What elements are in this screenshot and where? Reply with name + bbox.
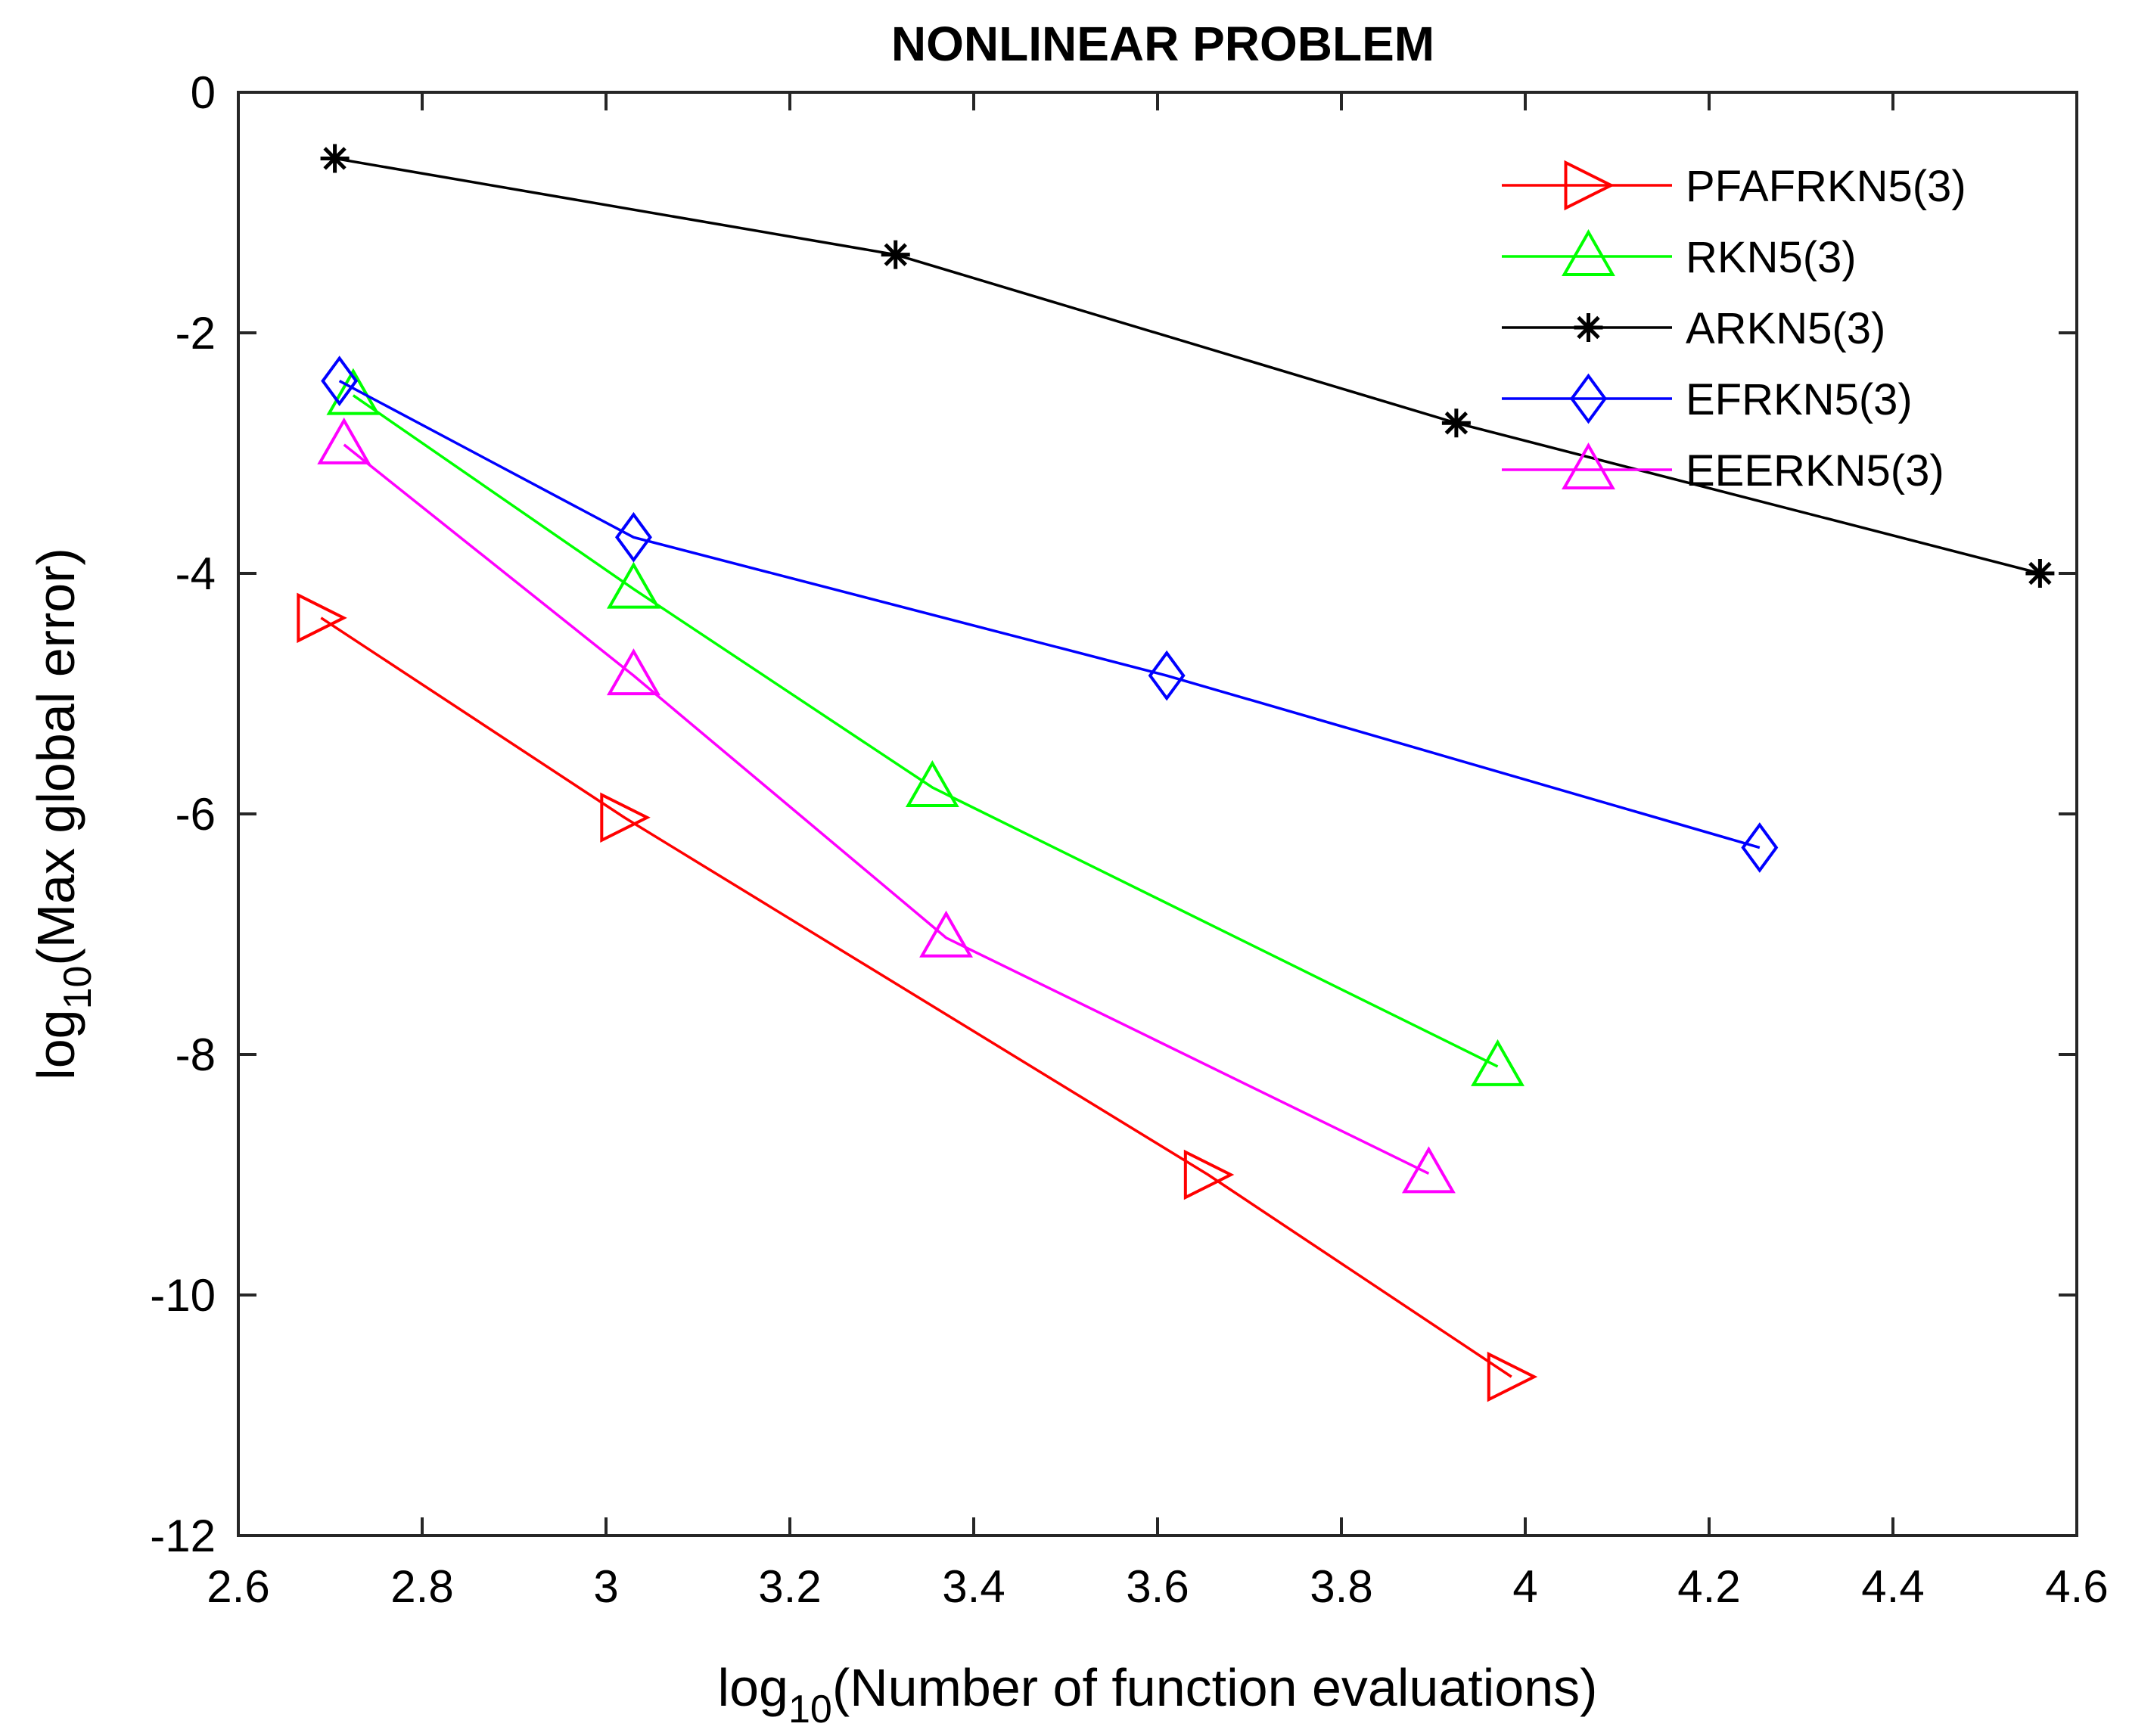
legend-label: EFRKN5(3) [1686, 375, 1913, 424]
legend-label: ARKN5(3) [1686, 304, 1885, 353]
y-axis: 0 -2 -4 -6 -8 -10 -12 [150, 67, 2077, 1561]
y-tick-label: -2 [176, 308, 216, 359]
asterisk-stroke [1577, 315, 1600, 340]
legend-marker [1562, 442, 1615, 489]
series-layer [297, 144, 2055, 1402]
asterisk-stroke [884, 243, 907, 266]
x-axis-label-subscript: 10 [788, 1688, 832, 1731]
legend-item: EFRKN5(3) [1502, 373, 1913, 424]
legend: PFAFRKN5(3) RKN5(3) ARKN5(3) EFRKN5(3) EEERK… [1502, 160, 1966, 495]
data-point [607, 648, 660, 696]
data-point [919, 910, 973, 958]
series-EEERKN5(3) [317, 417, 1456, 1194]
data-point [881, 240, 910, 269]
legend-marker [1570, 373, 1607, 424]
data-point [600, 792, 651, 843]
data-point [326, 368, 381, 415]
data-point [1471, 1039, 1524, 1086]
x-tick-label: 4.6 [2045, 1561, 2108, 1612]
series-line [320, 616, 1512, 1378]
series-line [343, 443, 1430, 1175]
data-point [1183, 1149, 1235, 1200]
chart-title: NONLINEAR PROBLEM [891, 17, 1434, 71]
x-axis-label: log10(Number of function evaluations) [718, 1658, 1598, 1731]
x-tick-label: 3 [593, 1561, 618, 1612]
data-point [1401, 1146, 1456, 1194]
asterisk-stroke [1444, 411, 1469, 435]
y-axis-label-prefix: log [26, 1009, 85, 1079]
x-tick-label: 3.8 [1310, 1561, 1372, 1612]
x-tick-label: 2.6 [207, 1561, 269, 1612]
x-tick-label: 3.6 [1126, 1561, 1189, 1612]
asterisk-stroke [2028, 561, 2052, 585]
data-point [321, 356, 359, 406]
x-axis-label-prefix: log [718, 1658, 788, 1717]
data-point [614, 511, 652, 563]
x-tick-label: 2.8 [390, 1561, 453, 1612]
series-EFRKN5(3) [321, 356, 1779, 873]
data-point [1741, 822, 1779, 873]
legend-label: RKN5(3) [1686, 233, 1857, 282]
data-point [905, 759, 959, 808]
x-axis: 2.6 2.8 3 3.2 3.4 3.6 3.8 4 4.2 4.4 4.6 [207, 92, 2109, 1612]
data-point [320, 144, 350, 173]
x-tick-label: 4.2 [1677, 1561, 1740, 1612]
y-tick-label: 0 [191, 67, 216, 118]
y-axis-label-text: (Max global error) [26, 548, 85, 965]
data-point [317, 417, 371, 464]
legend-item: EEERKN5(3) [1502, 442, 1944, 495]
x-tick-label: 3.2 [758, 1561, 821, 1612]
y-tick-label: -8 [176, 1029, 216, 1080]
data-point [1148, 650, 1186, 701]
x-axis-label-text: (Number of function evaluations) [832, 1658, 1598, 1717]
series-line [334, 157, 2040, 575]
x-tick-label: 4.4 [1861, 1561, 1924, 1612]
series-RKN5(3) [326, 368, 1524, 1086]
y-tick-label: -12 [150, 1511, 216, 1561]
x-tick-label: 3.4 [942, 1561, 1005, 1612]
y-tick-label: -10 [150, 1270, 216, 1321]
series-PFAFRKN5(3) [297, 592, 1538, 1402]
data-point [607, 561, 660, 609]
asterisk-stroke [323, 147, 347, 170]
legend-item: PFAFRKN5(3) [1502, 160, 1966, 211]
legend-marker [1564, 160, 1615, 211]
series-line [338, 380, 1761, 849]
series-line [352, 394, 1499, 1068]
legend-item: RKN5(3) [1502, 228, 1857, 282]
data-point [2025, 559, 2055, 588]
legend-label: PFAFRKN5(3) [1686, 162, 1966, 211]
series-ARKN5(3) [320, 144, 2055, 588]
legend-marker [1562, 228, 1615, 276]
y-axis-label-subscript: 10 [56, 966, 100, 1010]
data-point [1441, 408, 1471, 438]
data-point [1487, 1351, 1538, 1402]
legend-item: ARKN5(3) [1502, 304, 1885, 353]
y-axis-label: log10(Max global error) [26, 548, 100, 1080]
y-tick-label: -6 [176, 789, 216, 840]
x-tick-label: 4 [1512, 1561, 1537, 1612]
data-point [297, 592, 347, 644]
legend-label: EEERKN5(3) [1686, 446, 1944, 495]
legend-marker [1574, 313, 1603, 342]
y-tick-label: -4 [176, 548, 216, 599]
